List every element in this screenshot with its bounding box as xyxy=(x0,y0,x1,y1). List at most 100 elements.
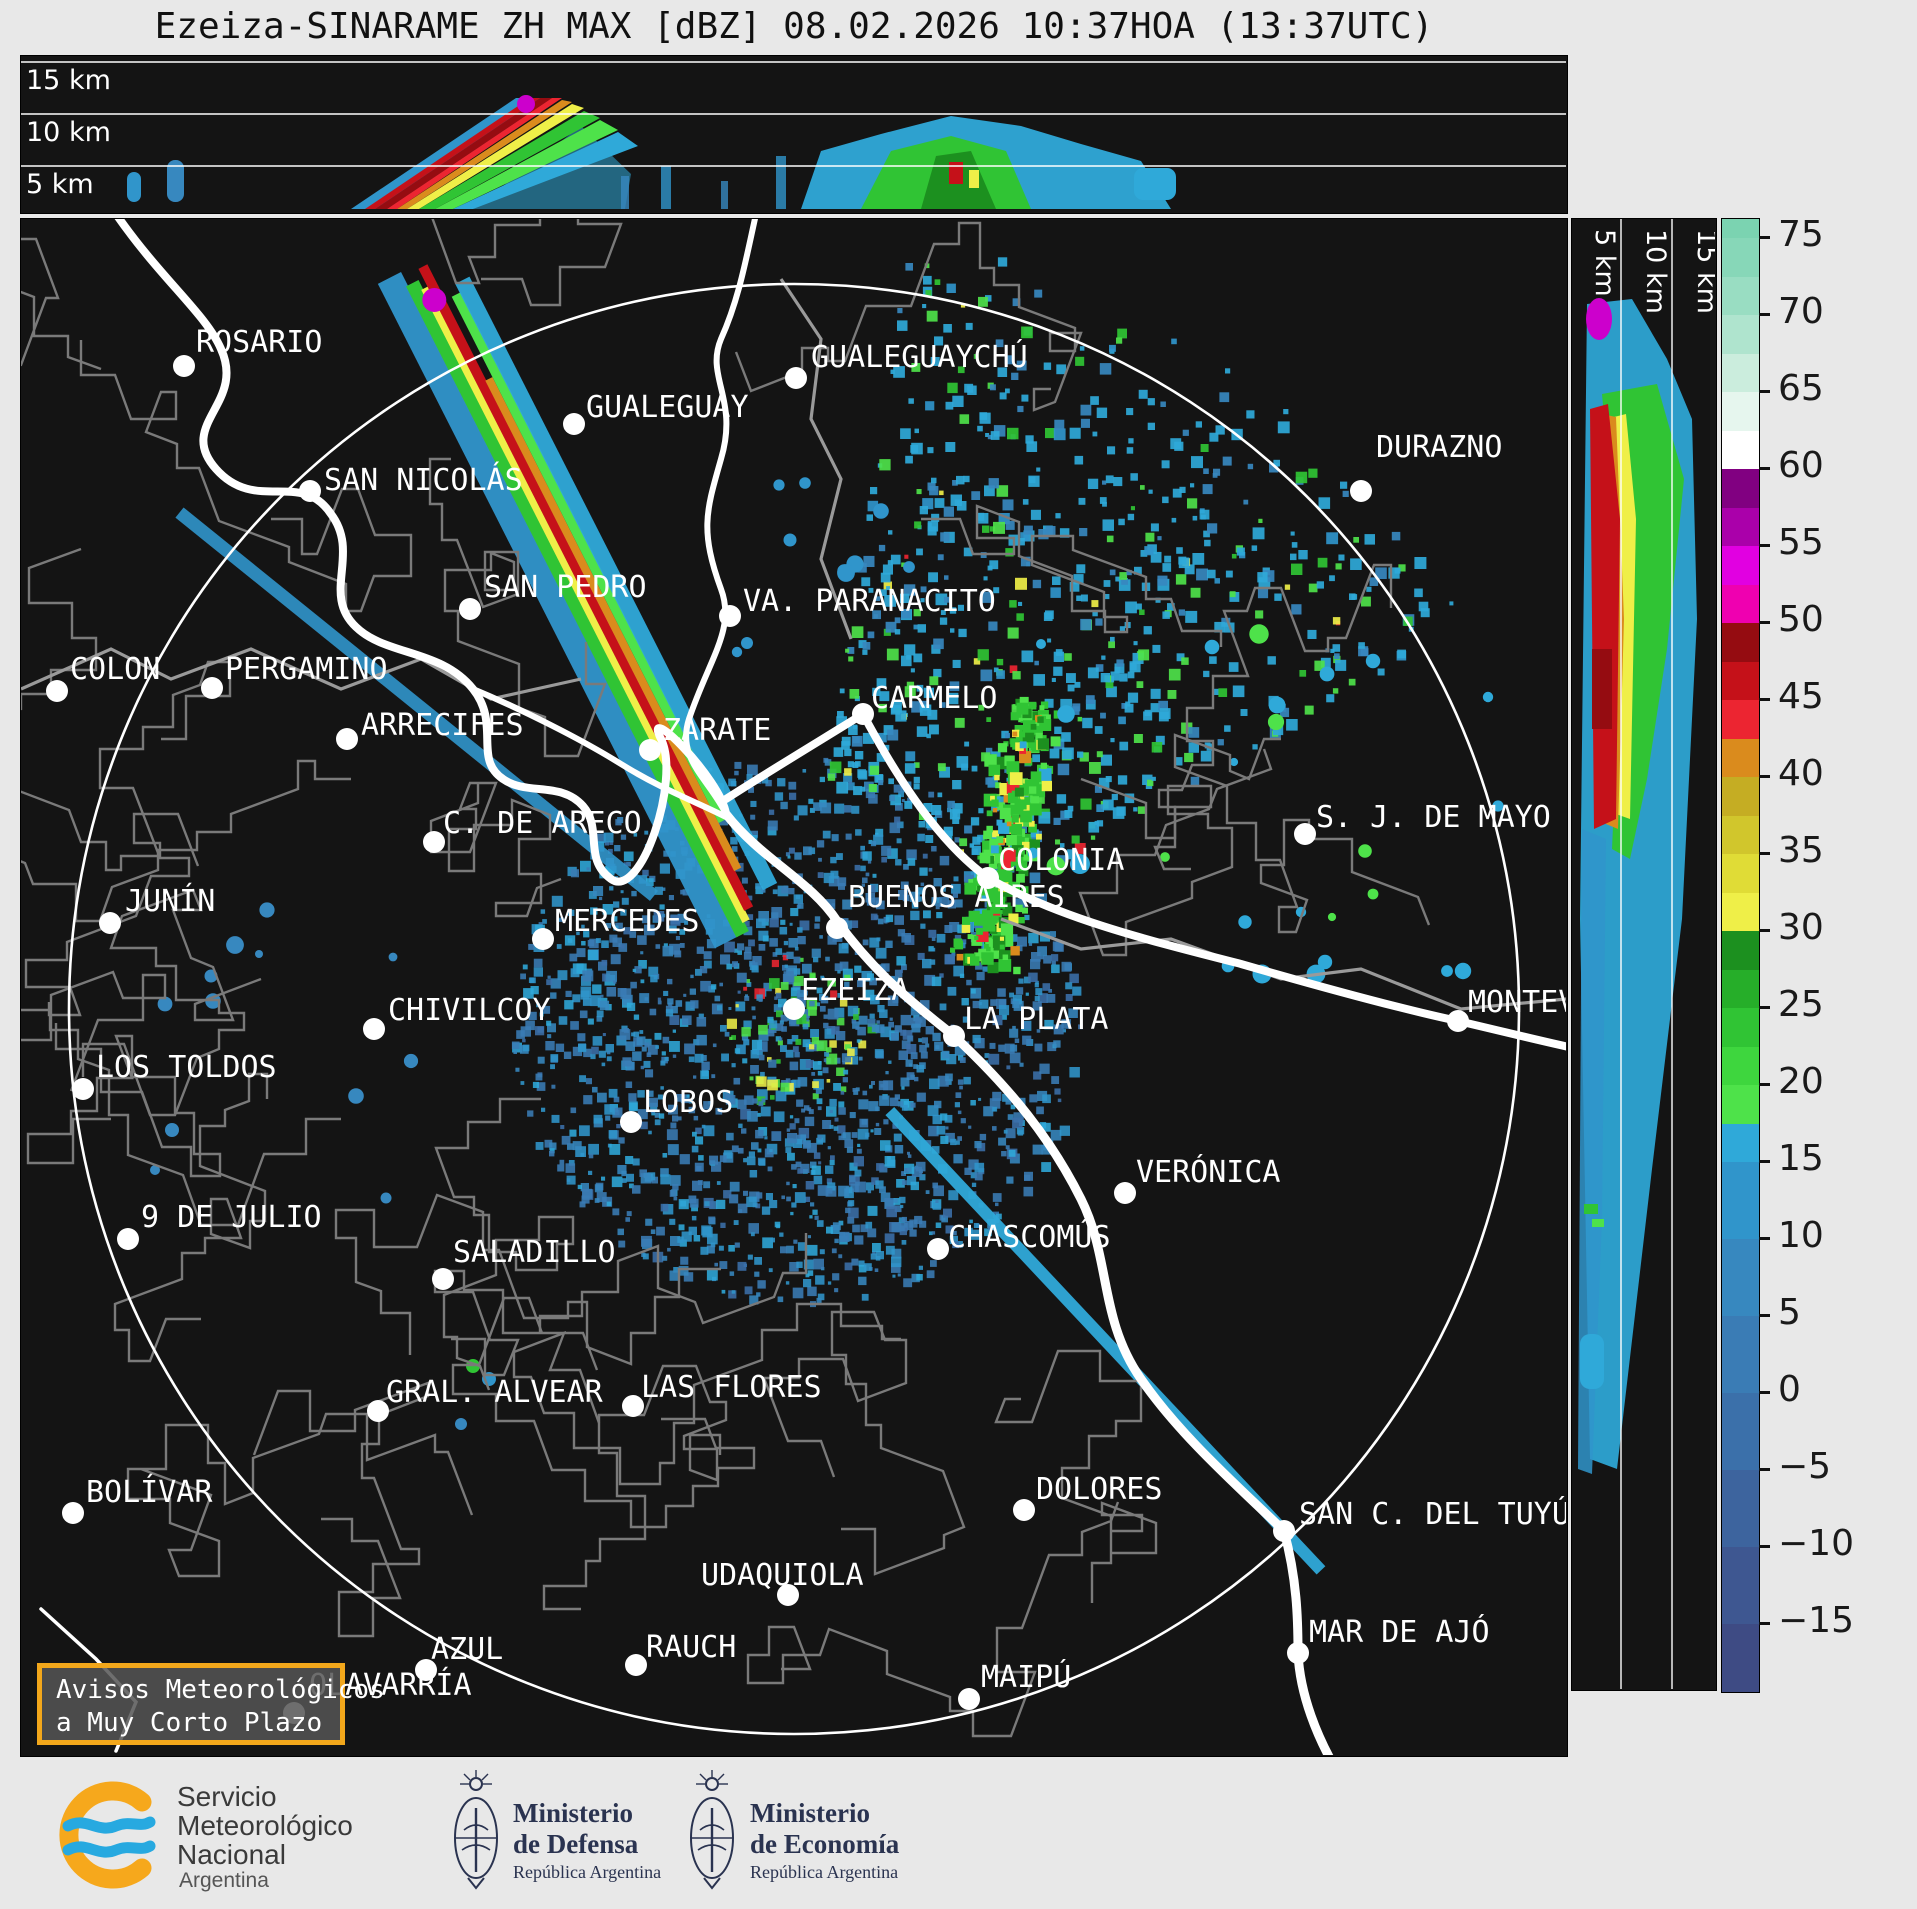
city-dot-las-flores xyxy=(622,1395,644,1417)
top-panel-echoes xyxy=(127,95,1176,209)
economia-crest-icon xyxy=(690,1770,734,1890)
colorbar-band xyxy=(1722,854,1759,893)
colorbar-tick-mark xyxy=(1759,851,1770,855)
colorbar-tick-label: 5 xyxy=(1778,1292,1801,1333)
warning-box[interactable]: Avisos Meteorológicos a Muy Corto Plazo xyxy=(37,1663,385,1745)
colorbar-band xyxy=(1722,546,1759,585)
city-label: JUNÍN xyxy=(125,883,215,919)
city-label: CARMELO xyxy=(871,681,997,716)
smn-name-line2: Meteorológico xyxy=(177,1810,353,1841)
colorbar-band xyxy=(1722,584,1759,623)
colorbar-tick-label: 15 xyxy=(1778,1138,1824,1179)
city-label: ZÁRATE xyxy=(663,712,771,748)
city-dot-durazno xyxy=(1350,480,1372,502)
colorbar-tick-mark xyxy=(1759,1390,1770,1394)
city-label: LOBOS xyxy=(643,1085,733,1120)
colorbar-tick-mark xyxy=(1759,620,1770,624)
colorbar-tick-label: 10 xyxy=(1778,1215,1824,1256)
defensa-line3: República Argentina xyxy=(513,1862,662,1882)
colorbar-tick-label: −10 xyxy=(1778,1523,1854,1564)
colorbar-band xyxy=(1722,1239,1759,1316)
city-label: S. J. DE MAYO xyxy=(1316,800,1551,835)
colorbar-band xyxy=(1722,1123,1759,1162)
city-layer: ROSARIO GUALEGUAYCHÚ GUALEGUAY SAN NICOLÁS D… xyxy=(46,325,1566,1724)
colorbar-band xyxy=(1722,1393,1759,1470)
colorbar-tick-label: −5 xyxy=(1778,1446,1832,1487)
colorbar-band xyxy=(1722,1547,1759,1624)
smn-logo-icon xyxy=(59,1781,156,1889)
city-label: LA PLATA xyxy=(964,1002,1109,1037)
city-dot-la-plata xyxy=(943,1025,965,1047)
colorbar-tick-label: 20 xyxy=(1778,1061,1824,1102)
city-label: MONTEV xyxy=(1468,985,1566,1020)
colorbar-tick-label: 30 xyxy=(1778,907,1824,948)
city-dot-rauch xyxy=(625,1654,647,1676)
city-dot-ezeiza xyxy=(783,998,805,1020)
city-dot-c-de-areco xyxy=(423,831,445,853)
city-label: MAIPÚ xyxy=(981,1658,1071,1695)
top-15km-label: 15 km xyxy=(26,65,111,96)
city-dot-s-j-de-mayo xyxy=(1294,823,1316,845)
city-dot-rosario xyxy=(173,355,195,377)
city-dot-bol-var xyxy=(62,1502,84,1524)
city-dot-san-c-del-tuy- xyxy=(1273,1520,1295,1542)
colorbar-band xyxy=(1722,1470,1759,1547)
colorbar-band xyxy=(1722,276,1759,315)
colorbar-band xyxy=(1722,892,1759,931)
city-label: RAUCH xyxy=(646,1630,736,1665)
city-dot-chascom-s xyxy=(927,1238,949,1260)
city-label: GUALEGUAYCHÚ xyxy=(811,338,1028,375)
city-label: GUALEGUAY xyxy=(586,390,749,425)
city-label: LAS FLORES xyxy=(641,1370,822,1405)
city-label: DURAZNO xyxy=(1376,430,1502,465)
right-cross-section-plot: 5 km 10 km 15 km xyxy=(1578,219,1715,1689)
city-dot-colonia xyxy=(977,867,999,889)
city-dot-mercedes xyxy=(532,928,554,950)
top-cross-section-plot: 15 km 10 km 5 km xyxy=(21,61,1566,209)
city-label: MAR DE AJÓ xyxy=(1309,1613,1490,1650)
colorbar-band xyxy=(1722,1624,1759,1692)
city-dot-mar-de-aj- xyxy=(1287,1642,1309,1664)
city-dot-azul xyxy=(415,1659,437,1681)
city-dot-chivilcoy xyxy=(363,1018,385,1040)
right-cross-section-panel: 5 km 10 km 15 km xyxy=(1571,218,1717,1691)
defensa-line2: de Defensa xyxy=(513,1829,639,1859)
city-label: ROSARIO xyxy=(196,325,322,360)
colorbar-tick-mark xyxy=(1759,1082,1770,1086)
city-dot-arrecifes xyxy=(336,728,358,750)
city-dot-los-toldos xyxy=(72,1078,94,1100)
page-title: Ezeiza-SINARAME ZH MAX [dBZ] 08.02.2026 … xyxy=(154,6,1434,47)
city-label: C. DE ARECO xyxy=(443,806,642,841)
city-dot-montev xyxy=(1447,1010,1469,1032)
city-dot-jun-n xyxy=(99,912,121,934)
city-label: MERCEDES xyxy=(555,904,700,939)
city-label: AZUL xyxy=(431,1632,503,1667)
city-label: 9 DE JULIO xyxy=(141,1200,322,1235)
city-dot-gral-alvear xyxy=(367,1400,389,1422)
colorbar-band xyxy=(1722,969,1759,1008)
colorbar-tick-label: 40 xyxy=(1778,753,1824,794)
smn-name-line4: Argentina xyxy=(179,1869,269,1892)
colorbar-band xyxy=(1722,661,1759,700)
city-label: CHASCOMÚS xyxy=(948,1218,1111,1255)
colorbar-tick-mark xyxy=(1759,1005,1770,1009)
colorbar-band xyxy=(1722,1085,1759,1124)
city-label: VA. PARANACITO xyxy=(743,584,996,619)
radar-map[interactable]: ROSARIO GUALEGUAYCHÚ GUALEGUAY SAN NICOLÁS D… xyxy=(21,219,1566,1755)
city-dot-9-de-julio xyxy=(117,1228,139,1250)
colorbar-band xyxy=(1722,392,1759,431)
city-dot-va-paranacito xyxy=(719,605,741,627)
city-dot-gualeguay xyxy=(563,413,585,435)
colorbar-band xyxy=(1722,469,1759,508)
radar-map-panel: ROSARIO GUALEGUAYCHÚ GUALEGUAY SAN NICOLÁS D… xyxy=(20,218,1568,1757)
economia-line3: República Argentina xyxy=(750,1862,899,1882)
city-label: ARRECIFES xyxy=(361,708,524,743)
city-dot-lobos xyxy=(620,1111,642,1133)
city-label: SAN NICOLÁS xyxy=(324,462,523,498)
city-dot-colon xyxy=(46,680,68,702)
admin-boundaries xyxy=(21,219,1431,1738)
colorbar-tick-label: 0 xyxy=(1778,1369,1801,1410)
colorbar-tick-mark xyxy=(1759,389,1770,393)
colorbar-band xyxy=(1722,430,1759,469)
